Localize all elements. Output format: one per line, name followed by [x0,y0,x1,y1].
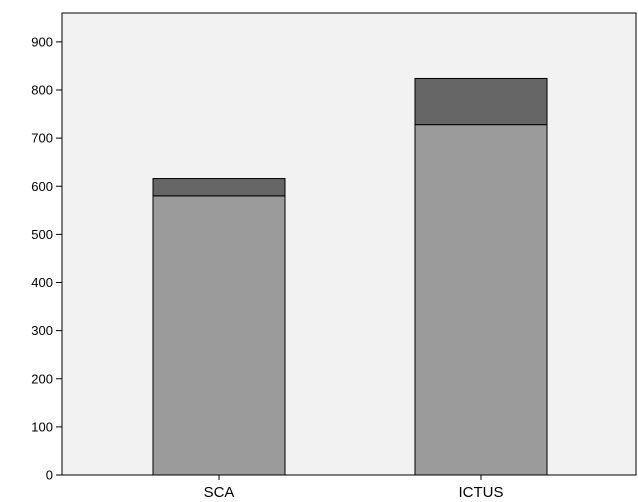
y-axis: 0 100 200 300 400 500 600 700 800 900 [31,34,62,483]
y-tick-label: 0 [46,468,53,483]
y-tick-label: 300 [31,323,53,338]
y-tick-label: 200 [31,371,53,386]
bar-segment-ictus-0 [414,124,548,476]
y-tick-label: 500 [31,227,53,242]
bar-segment-sca-0 [152,195,286,476]
y-tick-label: 900 [31,34,53,49]
y-tick-label: 600 [31,179,53,194]
bar-segment-ictus-1 [414,77,548,126]
y-tick-label: 400 [31,275,53,290]
y-tick-label: 700 [31,131,53,146]
y-tick-label: 800 [31,83,53,98]
plot-area [61,12,637,476]
x-category-label: SCA [204,484,235,501]
y-tick-label: 100 [31,419,53,434]
x-category-label: ICTUS [459,484,504,501]
bars-group [152,77,548,476]
bar-segment-sca-1 [152,178,286,197]
x-axis: SCA ICTUS [204,475,504,501]
